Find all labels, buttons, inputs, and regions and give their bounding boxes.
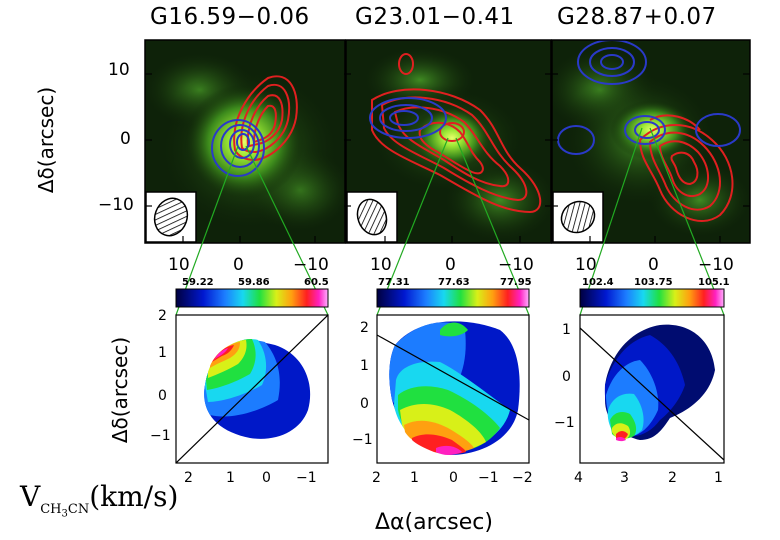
colorbar-2-min: 77.31 <box>378 277 410 288</box>
velocity-y-tick: −1 <box>150 428 171 444</box>
velocity-label: VCH3CN(km/s) <box>20 480 178 519</box>
velocity-y-tick: 0 <box>360 396 369 412</box>
velocity-label-prefix: V <box>20 480 41 513</box>
velocity-label-sub-a: CH <box>40 501 62 517</box>
bottom-y-axis-label: Δδ(arcsec) <box>108 336 132 444</box>
colorbar-1-min: 59.22 <box>182 277 214 288</box>
top-x-tick: 0 <box>233 255 244 275</box>
velocity-y-tick: 2 <box>360 320 369 336</box>
colorbar-1-mid: 59.86 <box>238 277 270 288</box>
velocity-y-tick: 2 <box>158 308 167 324</box>
velocity-y-tick: 1 <box>158 345 167 361</box>
velocity-x-tick: 1 <box>226 470 235 486</box>
velocity-y-tick: −1 <box>554 415 575 431</box>
top-tick-marks <box>145 73 750 243</box>
velocity-label-sub-b: 3 <box>61 508 68 520</box>
blue-contours-1 <box>211 119 265 177</box>
velocity-x-tick: 2 <box>372 470 381 486</box>
velocity-y-tick: 0 <box>562 369 571 385</box>
velocity-label-unit: (km/s) <box>89 480 179 513</box>
top-x-tick: 0 <box>445 255 456 275</box>
top-y-tick: −10 <box>98 195 134 215</box>
top-map-1 <box>145 40 345 243</box>
top-x-tick: −10 <box>293 255 329 275</box>
velocity-map-2 <box>377 315 529 463</box>
velocity-x-tick: 2 <box>668 470 677 486</box>
top-x-tick: 0 <box>648 255 659 275</box>
velocity-y-tick: 1 <box>562 322 571 338</box>
velocity-x-tick: 2 <box>184 470 193 486</box>
top-map-3 <box>552 40 750 243</box>
colorbar-3-mid: 103.75 <box>634 277 673 288</box>
bottom-x-axis-label: Δα(arcsec) <box>375 510 493 535</box>
velocity-map-3 <box>580 315 724 463</box>
panel-title-3: G28.87+0.07 <box>557 4 717 30</box>
red-contours-3 <box>638 114 734 222</box>
colorbar-3-max: 105.1 <box>698 277 730 288</box>
colorbar-2-mid: 77.63 <box>438 277 470 288</box>
blue-contours-2 <box>369 97 447 139</box>
velocity-x-tick: −1 <box>478 470 499 486</box>
top-x-tick: −10 <box>698 255 734 275</box>
colorbar-2-max: 77.95 <box>500 277 532 288</box>
velocity-y-tick: −1 <box>352 432 373 448</box>
velocity-x-tick: 0 <box>262 470 271 486</box>
zoom-lines <box>175 127 725 316</box>
velocity-x-tick: 3 <box>620 470 629 486</box>
colorbar-1 <box>175 288 329 308</box>
red-contours-2 <box>371 53 542 214</box>
top-x-tick: −10 <box>498 255 534 275</box>
velocity-map-1 <box>176 315 328 463</box>
top-y-axis-label: Δδ(arcsec) <box>34 86 58 194</box>
colorbar-3 <box>579 288 725 308</box>
velocity-label-sub-c: CN <box>67 501 90 517</box>
panel-title-1: G16.59−0.06 <box>150 4 310 30</box>
velocity-x-tick: −2 <box>512 470 533 486</box>
velocity-x-tick: −1 <box>296 470 317 486</box>
top-x-tick: 10 <box>370 255 392 275</box>
velocity-y-tick: 1 <box>360 358 369 374</box>
top-x-tick: 10 <box>575 255 597 275</box>
colorbar-3-min: 102.4 <box>582 277 614 288</box>
top-map-2 <box>346 40 551 243</box>
velocity-x-tick: 0 <box>449 470 458 486</box>
velocity-x-tick: 1 <box>410 470 419 486</box>
colorbar-2 <box>376 288 530 308</box>
velocity-x-tick: 4 <box>574 470 583 486</box>
top-x-tick: 10 <box>168 255 190 275</box>
velocity-x-tick: 1 <box>714 470 723 486</box>
velocity-y-tick: 0 <box>158 388 167 404</box>
top-y-tick: 10 <box>108 60 130 80</box>
panel-title-2: G23.01−0.41 <box>355 4 515 30</box>
top-y-tick: 0 <box>120 129 131 149</box>
colorbar-1-max: 60.5 <box>304 277 329 288</box>
